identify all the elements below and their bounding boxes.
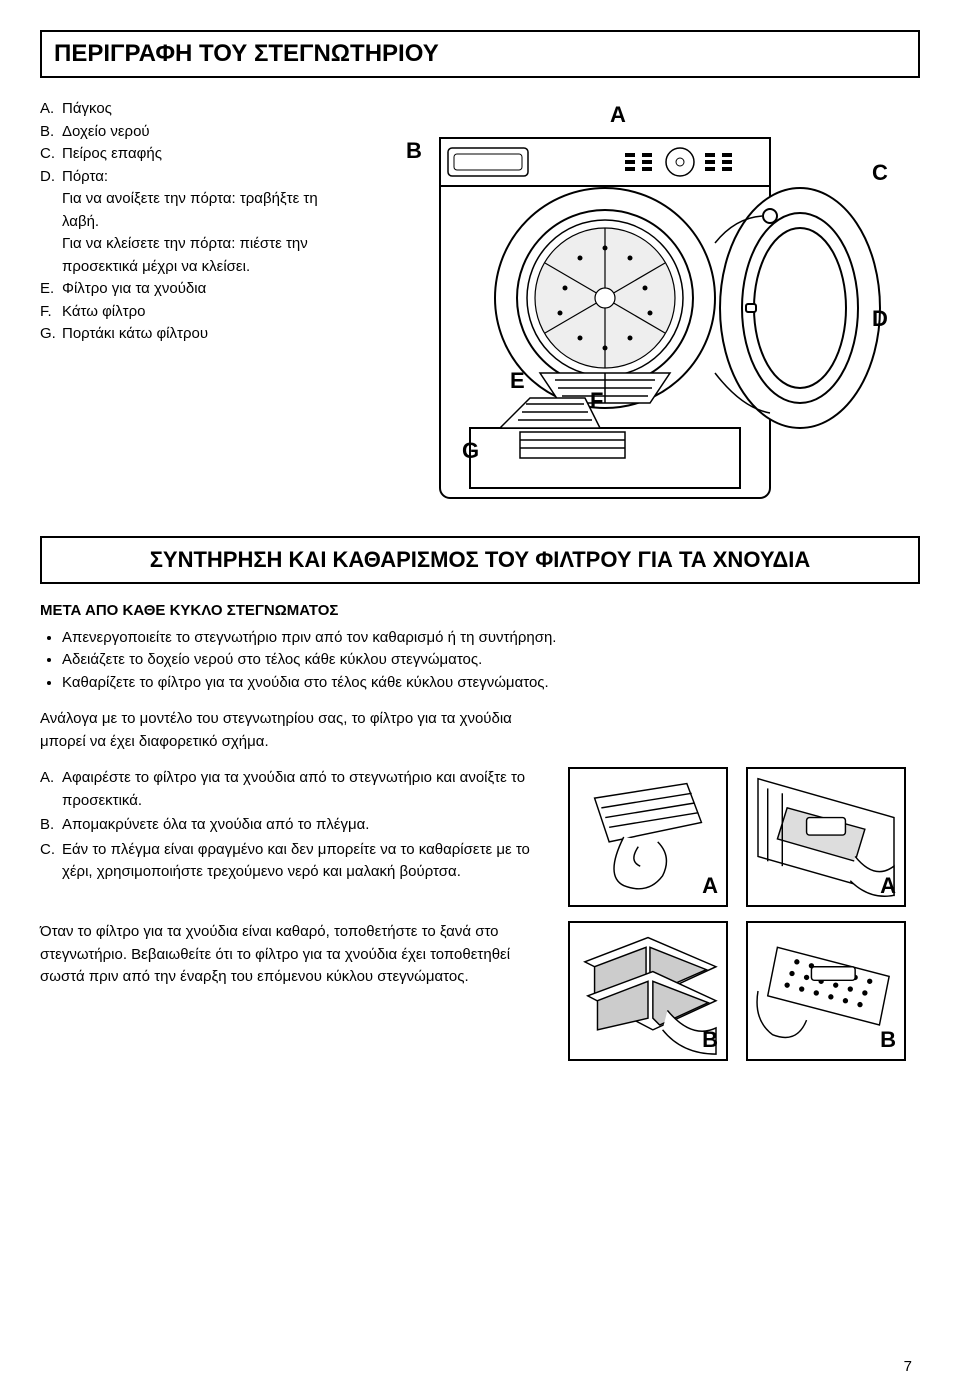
- img-label: A: [880, 873, 896, 899]
- step-label: C.: [40, 839, 62, 884]
- part-text: Πορτάκι κάτω φίλτρου: [62, 323, 208, 346]
- diagram-label-f: F: [590, 388, 603, 414]
- part-label: D.: [40, 166, 62, 189]
- part-text: Πόρτα:: [62, 166, 108, 189]
- dryer-svg: [360, 98, 920, 518]
- dryer-diagram: A B C D E F G: [360, 98, 920, 518]
- parts-list: A.Πάγκος B.Δοχείο νερού C.Πείρος επαφής …: [40, 98, 340, 518]
- part-label: C.: [40, 143, 62, 166]
- paragraph-1: Ανάλογα με το μοντέλο του στεγνωτηρίου σ…: [40, 708, 560, 753]
- section-2-box: ΣΥΝΤΗΡΗΣΗ ΚΑΙ ΚΑΘΑΡΙΣΜΟΣ ΤΟΥ ΦΙΛΤΡΟΥ ΓΙΑ…: [40, 536, 920, 584]
- illustration-a1: A: [568, 767, 728, 907]
- door-sub1: Για να ανοίξετε την πόρτα: τραβήξτε τη λ…: [40, 188, 340, 233]
- img-label: B: [702, 1027, 718, 1053]
- part-label: B.: [40, 121, 62, 144]
- part-label: F.: [40, 301, 62, 324]
- step-text: Αφαιρέστε το φίλτρο για τα χνούδια από τ…: [62, 767, 550, 812]
- part-label: A.: [40, 98, 62, 121]
- bullets: Απενεργοποιείτε το στεγνωτήριο πριν από …: [40, 627, 920, 695]
- bullet: Καθαρίζετε το φίλτρο για τα χνούδια στο …: [62, 672, 920, 695]
- part-label: E.: [40, 278, 62, 301]
- part-text: Δοχείο νερού: [62, 121, 150, 144]
- title-box: ΠΕΡΙΓΡΑΦΗ ΤΟΥ ΣΤΕΓΝΩΤΗΡΙΟΥ: [40, 30, 920, 78]
- diagram-label-d: D: [872, 306, 888, 332]
- steps-text: A.Αφαιρέστε το φίλτρο για τα χνούδια από…: [40, 767, 550, 886]
- diagram-label-g: G: [462, 438, 479, 464]
- img-label: A: [702, 873, 718, 899]
- part-text: Φίλτρο για τα χνούδια: [62, 278, 206, 301]
- door-sub2: Για να κλείσετε την πόρτα: πιέστε την πρ…: [40, 233, 340, 278]
- section-2-title: ΣΥΝΤΗΡΗΣΗ ΚΑΙ ΚΑΘΑΡΙΣΜΟΣ ΤΟΥ ΦΙΛΤΡΟΥ ΓΙΑ…: [54, 546, 906, 574]
- subhead: ΜΕΤΑ ΑΠΟ ΚΑΘΕ ΚΥΚΛΟ ΣΤΕΓΝΩΜΑΤΟΣ: [40, 602, 920, 619]
- bullet: Αδειάζετε το δοχείο νερού στο τέλος κάθε…: [62, 649, 920, 672]
- part-text: Κάτω φίλτρο: [62, 301, 145, 324]
- steps-row: A.Αφαιρέστε το φίλτρο για τα χνούδια από…: [40, 767, 920, 907]
- page-number: 7: [904, 1358, 912, 1375]
- illustration-b1: B: [568, 921, 728, 1061]
- bullet: Απενεργοποιείτε το στεγνωτήριο πριν από …: [62, 627, 920, 650]
- diagram-label-c: C: [872, 160, 888, 186]
- step-text: Απομακρύνετε όλα τα χνούδια από το πλέγμ…: [62, 814, 369, 837]
- step-label: B.: [40, 814, 62, 837]
- page-title: ΠΕΡΙΓΡΑΦΗ ΤΟΥ ΣΤΕΓΝΩΤΗΡΙΟΥ: [54, 40, 906, 68]
- top-area: A.Πάγκος B.Δοχείο νερού C.Πείρος επαφής …: [40, 98, 920, 518]
- bottom-row: Όταν το φίλτρο για τα χνούδια είναι καθα…: [40, 921, 920, 1061]
- step-label: A.: [40, 767, 62, 812]
- illustration-a2: A: [746, 767, 906, 907]
- diagram-label-b: B: [406, 138, 422, 164]
- paragraph-2: Όταν το φίλτρο για τα χνούδια είναι καθα…: [40, 921, 550, 989]
- diagram-label-e: E: [510, 368, 525, 394]
- part-text: Πείρος επαφής: [62, 143, 162, 166]
- img-label: B: [880, 1027, 896, 1053]
- illustration-b2: B: [746, 921, 906, 1061]
- part-label: G.: [40, 323, 62, 346]
- diagram-label-a: A: [610, 102, 626, 128]
- part-text: Πάγκος: [62, 98, 112, 121]
- step-text: Εάν το πλέγμα είναι φραγμένο και δεν μπο…: [62, 839, 550, 884]
